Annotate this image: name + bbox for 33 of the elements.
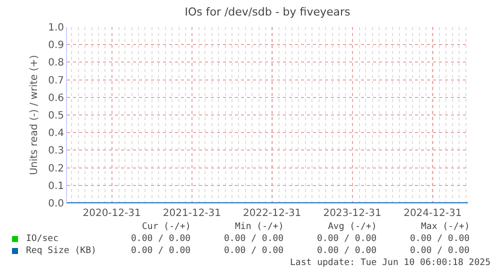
text: Max (-/+) (421, 222, 470, 232)
y-tick-label: 0.4 (48, 128, 64, 140)
legend-label: Req Size (KB) (26, 246, 96, 256)
y-tick-label: 0.1 (48, 180, 64, 192)
x-tick-label: 2021-12-31 (162, 208, 222, 219)
text: 0.00 / 0.00 (131, 234, 191, 244)
x-tick-label: 2024-12-31 (404, 208, 462, 219)
text: Avg (-/+) (328, 222, 377, 232)
text: 0.00 / 0.00 (224, 246, 284, 256)
y-tick-label: 0.7 (48, 75, 64, 86)
y-tick-label: 0.0 (48, 198, 64, 210)
text: 0.00 / 0.00 (317, 234, 377, 244)
y-tick-label: 0.3 (48, 146, 64, 157)
y-tick-label: 0.2 (48, 163, 64, 174)
text: 0.00 / 0.00 (131, 246, 191, 256)
x-tick-label: 2020-12-31 (82, 208, 141, 219)
x-tick-label: 2023-12-31 (323, 208, 382, 219)
y-tick-label: 0.6 (48, 92, 64, 104)
chart-title: IOs for /dev/sdb - by fiveyears (184, 6, 351, 19)
text: 0.00 / 0.00 (410, 234, 470, 244)
text: Min (-/+) (235, 222, 284, 232)
text: 0.00 / 0.00 (224, 234, 284, 244)
y-tick-label: 1.0 (48, 22, 64, 34)
y-tick-label: 0.9 (48, 40, 64, 52)
y-axis-title: Units read (-) / write (+) (29, 54, 40, 176)
text: Last update: Tue Jun 10 06:00:18 2025 (290, 258, 490, 268)
text: 0.00 / 0.00 (317, 246, 377, 256)
y-tick-label: 0.8 (48, 58, 64, 69)
legend-label: IO/sec (26, 234, 59, 244)
y-tick-label: 0.5 (48, 110, 64, 122)
x-tick-label: 2022-12-31 (243, 208, 302, 219)
text: 0.00 / 0.00 (410, 246, 470, 256)
text: Cur (-/+) (142, 222, 191, 232)
